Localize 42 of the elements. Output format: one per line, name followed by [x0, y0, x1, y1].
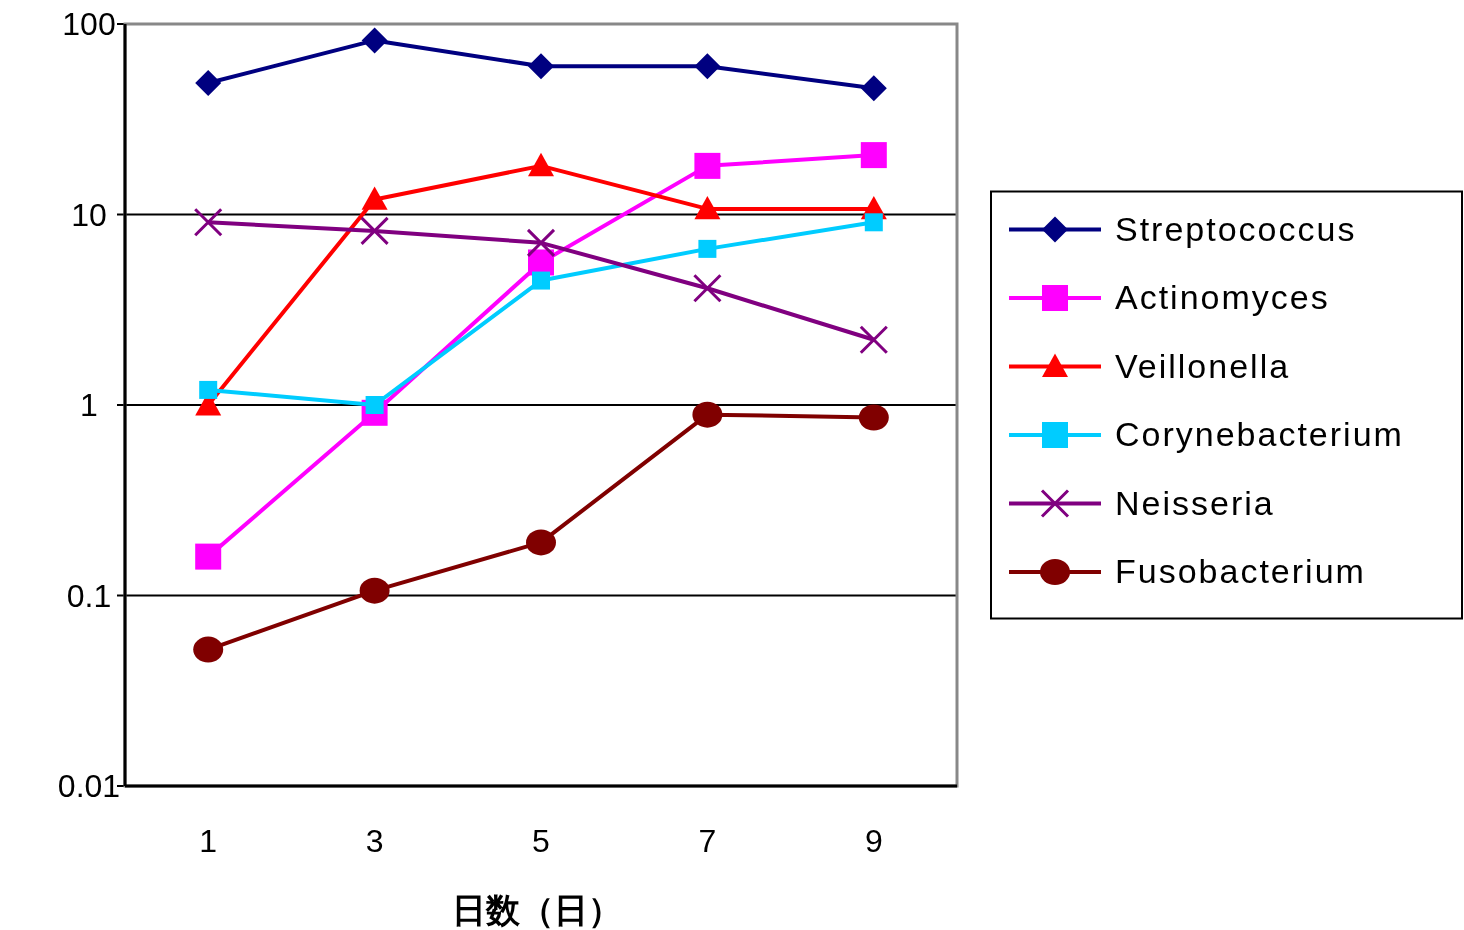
y-tick-label: 0.1	[66, 577, 112, 614]
y-tick-label: 10	[71, 196, 107, 233]
point	[858, 404, 889, 431]
legend-label: Actinomyces	[1115, 278, 1330, 316]
point	[528, 53, 554, 80]
legend-label: Streptococcus	[1115, 209, 1357, 248]
point	[193, 636, 224, 663]
point	[361, 27, 388, 54]
legend-label: Fusobacterium	[1115, 552, 1366, 590]
point	[698, 239, 717, 258]
point	[526, 228, 556, 258]
point	[360, 216, 390, 246]
x-tick-label: 7	[698, 823, 717, 859]
legend-label: Corynebacterium	[1115, 415, 1404, 453]
point	[532, 271, 550, 290]
point	[361, 186, 388, 210]
legend-label: Veillonella	[1115, 346, 1291, 385]
legend-label: Neisseria	[1115, 483, 1275, 522]
point	[694, 53, 721, 80]
point	[859, 325, 889, 355]
point	[692, 273, 722, 303]
point	[694, 152, 721, 179]
x-tick-label: 9	[864, 823, 883, 859]
point	[359, 577, 390, 604]
x-axis-title: 日数（日）	[452, 891, 622, 929]
point	[526, 529, 556, 556]
point	[193, 207, 223, 237]
point	[860, 75, 887, 102]
point	[528, 152, 554, 177]
point	[694, 195, 721, 220]
y-tick-label: 1	[80, 387, 98, 423]
point	[692, 401, 723, 428]
x-tick-label: 5	[532, 823, 550, 859]
y-tick-label: 0.01	[57, 768, 121, 804]
point	[195, 70, 222, 97]
point	[864, 213, 883, 232]
x-tick-label: 3	[365, 823, 384, 859]
x-tick-label: 1	[199, 823, 218, 859]
point	[860, 142, 887, 169]
point	[199, 380, 218, 399]
y-tick-label: 100	[62, 6, 116, 42]
point	[195, 543, 222, 570]
